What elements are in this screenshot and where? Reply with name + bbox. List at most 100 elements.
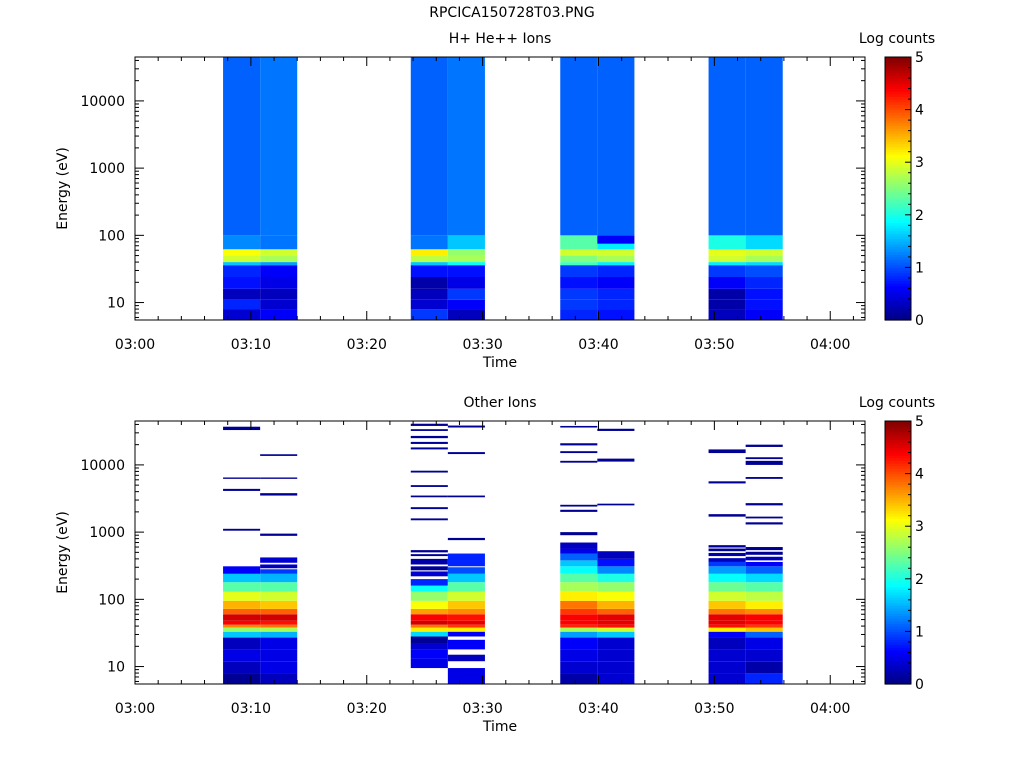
colorbar-segment bbox=[885, 641, 911, 646]
colorbar-segment bbox=[885, 584, 911, 588]
heatmap-cell bbox=[597, 299, 635, 310]
heatmap-cell bbox=[745, 608, 783, 615]
heatmap-cell bbox=[560, 548, 598, 554]
colorbar-tick-label: 1 bbox=[915, 260, 924, 276]
heatmap-cell bbox=[260, 477, 298, 479]
colorbar-segment bbox=[885, 452, 911, 456]
x-tick-label: 03:30 bbox=[462, 701, 502, 717]
colorbar-segment bbox=[885, 130, 911, 134]
heatmap-cell bbox=[597, 243, 635, 250]
heatmap-cell bbox=[708, 566, 746, 574]
colorbar-segment bbox=[885, 83, 911, 87]
x-tick-label: 03:50 bbox=[694, 337, 734, 353]
heatmap-cell bbox=[560, 532, 598, 536]
colorbar-segment bbox=[885, 555, 911, 559]
heatmap-cell bbox=[560, 560, 598, 567]
y-axis-label: Energy (eV) bbox=[55, 147, 71, 230]
colorbar-segment bbox=[885, 510, 911, 514]
colorbar-segment bbox=[885, 665, 911, 669]
heatmap-cell bbox=[410, 470, 448, 473]
colorbar-segment bbox=[885, 262, 911, 266]
colorbar-segment bbox=[885, 476, 911, 480]
heatmap-cell bbox=[745, 637, 783, 650]
colorbar-segment bbox=[885, 317, 911, 321]
colorbar-segment bbox=[885, 657, 911, 661]
colorbar-segment bbox=[885, 520, 911, 525]
heatmap-cell bbox=[745, 460, 783, 465]
heatmap-cell bbox=[223, 528, 261, 531]
colorbar-segment bbox=[885, 647, 911, 651]
heatmap-cell bbox=[745, 477, 783, 479]
heatmap-cell bbox=[745, 276, 783, 289]
heatmap-cell bbox=[597, 627, 635, 632]
colorbar-segment bbox=[885, 191, 911, 195]
heatmap-cell bbox=[597, 573, 635, 583]
colorbar-segment bbox=[885, 597, 911, 601]
x-tick-label: 03:00 bbox=[115, 337, 155, 353]
colorbar-segment bbox=[885, 655, 911, 659]
heatmap-cell bbox=[410, 608, 448, 615]
heatmap-cell bbox=[597, 631, 635, 638]
colorbar-segment bbox=[885, 125, 911, 129]
colorbar-segment bbox=[885, 599, 911, 604]
colorbar-segment bbox=[885, 291, 911, 295]
heatmap-cell bbox=[447, 288, 485, 300]
colorbar-segment bbox=[885, 486, 911, 490]
heatmap-cell bbox=[708, 673, 746, 684]
heatmap-cell bbox=[260, 564, 298, 569]
colorbar-segment bbox=[885, 605, 911, 609]
colorbar-segment bbox=[885, 594, 911, 598]
colorbar-segment bbox=[885, 230, 911, 234]
heatmap-cell bbox=[410, 255, 448, 263]
heatmap-cell bbox=[708, 558, 746, 562]
x-tick-label: 04:00 bbox=[810, 337, 850, 353]
heatmap-cell bbox=[447, 591, 485, 601]
colorbar-segment bbox=[885, 188, 911, 192]
heatmap-cell bbox=[260, 637, 298, 650]
heatmap-cell bbox=[447, 255, 485, 263]
colorbar-segment bbox=[885, 505, 911, 509]
heatmap-cell bbox=[410, 441, 448, 444]
heatmap-cell bbox=[447, 495, 485, 498]
colorbar-segment bbox=[885, 167, 911, 171]
colorbar-segment bbox=[885, 128, 911, 132]
heatmap-cell bbox=[560, 600, 598, 609]
heatmap-cell bbox=[560, 673, 598, 684]
heatmap-cell bbox=[708, 614, 746, 621]
heatmap-cell bbox=[410, 649, 448, 659]
heatmap-cell bbox=[597, 309, 635, 320]
heatmap-cell bbox=[745, 235, 783, 250]
heatmap-cell bbox=[708, 582, 746, 592]
colorbar-segment bbox=[885, 259, 911, 263]
heatmap-cell bbox=[410, 423, 448, 426]
colorbar-segment bbox=[885, 151, 911, 155]
colorbar-segment bbox=[885, 436, 911, 441]
heatmap-cell bbox=[745, 627, 783, 632]
heatmap-cell bbox=[260, 533, 298, 536]
heatmap-cell bbox=[708, 545, 746, 548]
colorbar-segment bbox=[885, 314, 911, 318]
heatmap-cell bbox=[745, 620, 783, 625]
heatmap-cell bbox=[447, 614, 485, 621]
heatmap-cell bbox=[223, 566, 261, 574]
heatmap-cell bbox=[410, 249, 448, 256]
colorbar-segment bbox=[885, 272, 911, 276]
colorbar-segment bbox=[885, 204, 911, 208]
colorbar-frame bbox=[884, 420, 912, 685]
colorbar-segment bbox=[885, 492, 911, 496]
heatmap-cell bbox=[597, 57, 635, 236]
heatmap-cell bbox=[597, 566, 635, 574]
colorbar-segment bbox=[885, 473, 911, 477]
colorbar-segment bbox=[885, 444, 911, 448]
heatmap-cell bbox=[708, 591, 746, 601]
heatmap-cell bbox=[447, 299, 485, 310]
heatmap-cell bbox=[597, 235, 635, 244]
heatmap-cell bbox=[745, 262, 783, 266]
colorbar-segment bbox=[885, 296, 911, 300]
colorbar-segment bbox=[885, 434, 911, 438]
y-tick-label: 1000 bbox=[89, 161, 125, 177]
colorbar-segment bbox=[885, 222, 911, 226]
heatmap-cell bbox=[708, 288, 746, 300]
x-tick-label: 03:20 bbox=[347, 337, 387, 353]
heatmap-cell bbox=[223, 309, 261, 320]
